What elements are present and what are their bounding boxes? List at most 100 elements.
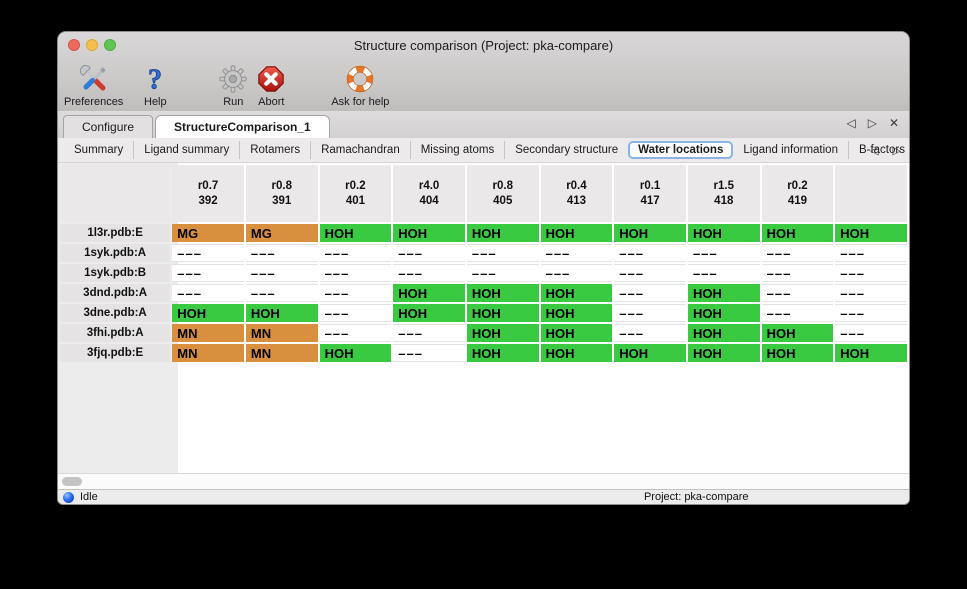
cell[interactable]: MG <box>172 224 244 242</box>
cell[interactable]: ––– <box>761 244 834 262</box>
abort-button[interactable]: Abort <box>255 63 287 108</box>
cell[interactable]: HOH <box>761 324 834 342</box>
cell[interactable]: ––– <box>172 264 244 282</box>
cell[interactable]: HOH <box>614 344 686 362</box>
cell[interactable]: ––– <box>614 284 686 302</box>
subtab-secondary-structure[interactable]: Secondary structure <box>504 141 628 159</box>
cell[interactable]: HOH <box>761 344 834 362</box>
cell[interactable]: ––– <box>614 324 686 342</box>
cell[interactable]: ––– <box>393 344 465 362</box>
cell[interactable]: HOH <box>540 224 613 242</box>
column-header-391[interactable]: r0.8 391 <box>245 165 318 222</box>
help-button[interactable]: ? Help <box>139 63 171 108</box>
cell[interactable]: ––– <box>319 284 392 302</box>
cell[interactable]: ––– <box>835 304 907 322</box>
tab-scroll-right-icon[interactable]: ▷ <box>867 116 877 130</box>
cell[interactable]: ––– <box>687 264 760 282</box>
cell[interactable]: HOH <box>687 324 760 342</box>
row-header-3dnd-pdb-a[interactable]: 3dnd.pdb:A <box>60 284 171 302</box>
cell[interactable]: MN <box>172 324 244 342</box>
cell[interactable]: ––– <box>687 244 760 262</box>
cell[interactable]: HOH <box>540 324 613 342</box>
subtab-rotamers[interactable]: Rotamers <box>239 141 310 159</box>
row-header-1syk-pdb-a[interactable]: 1syk.pdb:A <box>60 244 171 262</box>
cell[interactable]: HOH <box>319 224 392 242</box>
cell[interactable]: ––– <box>245 264 318 282</box>
cell[interactable]: HOH <box>614 224 686 242</box>
cell[interactable]: HOH <box>393 304 465 322</box>
cell[interactable]: ––– <box>835 244 907 262</box>
column-header-418[interactable]: r1.5 418 <box>687 165 760 222</box>
cell[interactable]: ––– <box>466 244 539 262</box>
cell[interactable]: ––– <box>393 264 465 282</box>
cell[interactable]: HOH <box>687 224 760 242</box>
column-header-401[interactable]: r0.2 401 <box>319 165 392 222</box>
subtab-scroll-left-icon[interactable]: ◁ <box>870 144 879 157</box>
cell[interactable]: ––– <box>319 324 392 342</box>
cell[interactable]: ––– <box>172 244 244 262</box>
close-window-button[interactable] <box>68 39 80 51</box>
cell[interactable]: ––– <box>835 284 907 302</box>
ask-for-help-button[interactable]: Ask for help <box>331 63 389 108</box>
cell[interactable]: ––– <box>245 244 318 262</box>
cell[interactable]: HOH <box>466 304 539 322</box>
minimize-window-button[interactable] <box>86 39 98 51</box>
tab-close-icon[interactable]: ✕ <box>888 116 899 130</box>
cell[interactable]: HOH <box>687 344 760 362</box>
row-header-1l3r-pdb-e[interactable]: 1l3r.pdb:E <box>60 224 171 242</box>
cell[interactable]: ––– <box>393 324 465 342</box>
cell[interactable]: ––– <box>172 284 244 302</box>
subtab-ramachandran[interactable]: Ramachandran <box>310 141 410 159</box>
cell[interactable]: HOH <box>393 224 465 242</box>
column-header-417[interactable]: r0.1 417 <box>614 165 686 222</box>
cell[interactable]: HOH <box>245 304 318 322</box>
subtab-missing-atoms[interactable]: Missing atoms <box>409 141 505 159</box>
cell[interactable]: HOH <box>319 344 392 362</box>
cell[interactable]: HOH <box>172 304 244 322</box>
cell[interactable]: ––– <box>540 264 613 282</box>
cell[interactable]: ––– <box>319 264 392 282</box>
cell[interactable]: HOH <box>540 304 613 322</box>
subtab-b-factors[interactable]: B-factors <box>847 141 909 159</box>
cell[interactable]: MN <box>172 344 244 362</box>
subtab-ligand-summary[interactable]: Ligand summary <box>133 141 239 159</box>
column-header-392[interactable]: r0.7 392 <box>172 165 244 222</box>
cell[interactable]: ––– <box>319 244 392 262</box>
cell[interactable]: ––– <box>393 244 465 262</box>
subtab-scroll-right-icon[interactable]: ▷ <box>892 144 901 157</box>
cell[interactable]: HOH <box>466 224 539 242</box>
cell[interactable]: ––– <box>614 244 686 262</box>
subtab-water-locations[interactable]: Water locations <box>628 141 734 159</box>
cell[interactable]: HOH <box>466 324 539 342</box>
cell[interactable]: ––– <box>466 264 539 282</box>
cell[interactable]: HOH <box>540 344 613 362</box>
preferences-button[interactable]: Preferences <box>64 63 123 108</box>
cell[interactable]: ––– <box>761 304 834 322</box>
cell[interactable]: ––– <box>761 264 834 282</box>
cell[interactable]: MG <box>245 224 318 242</box>
cell[interactable]: HOH <box>687 304 760 322</box>
tab-structurecomparison-1[interactable]: StructureComparison_1 <box>155 115 330 138</box>
scrollbar-thumb[interactable] <box>62 477 82 486</box>
cell[interactable]: ––– <box>245 284 318 302</box>
row-header-3dne-pdb-a[interactable]: 3dne.pdb:A <box>60 304 171 322</box>
cell[interactable]: ––– <box>540 244 613 262</box>
cell[interactable]: MN <box>245 324 318 342</box>
column-header-405[interactable]: r0.8 405 <box>466 165 539 222</box>
cell[interactable]: HOH <box>466 284 539 302</box>
column-header-413[interactable]: r0.4 413 <box>540 165 613 222</box>
cell[interactable]: HOH <box>761 224 834 242</box>
row-header-3fhi-pdb-a[interactable]: 3fhi.pdb:A <box>60 324 171 342</box>
cell[interactable]: ––– <box>761 284 834 302</box>
row-header-1syk-pdb-b[interactable]: 1syk.pdb:B <box>60 264 171 282</box>
cell[interactable]: HOH <box>540 284 613 302</box>
subtab-summary[interactable]: Summary <box>74 144 124 156</box>
horizontal-scrollbar[interactable] <box>58 473 909 489</box>
zoom-window-button[interactable] <box>104 39 116 51</box>
cell[interactable]: MN <box>245 344 318 362</box>
cell[interactable]: ––– <box>835 324 907 342</box>
row-header-3fjq-pdb-e[interactable]: 3fjq.pdb:E <box>60 344 171 362</box>
cell[interactable]: ––– <box>319 304 392 322</box>
tab-scroll-left-icon[interactable]: ◁ <box>846 116 856 130</box>
cell[interactable]: ––– <box>614 264 686 282</box>
